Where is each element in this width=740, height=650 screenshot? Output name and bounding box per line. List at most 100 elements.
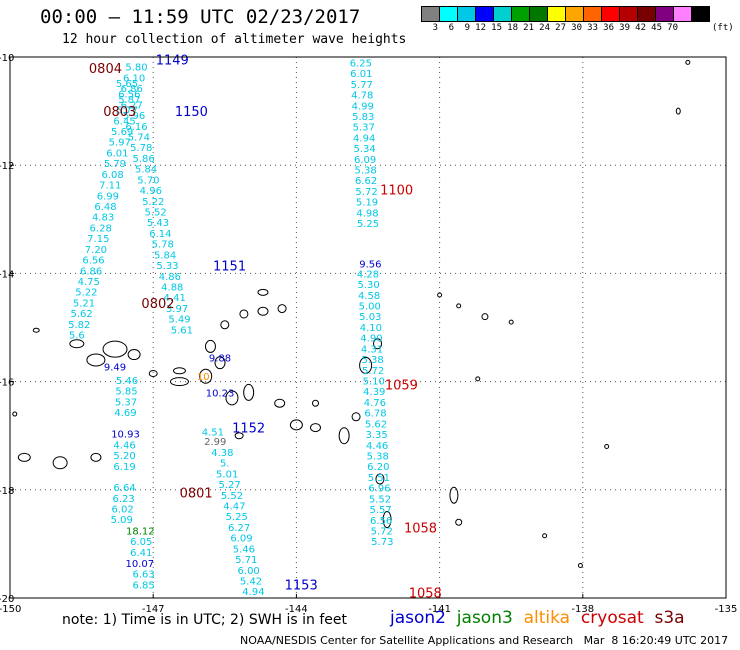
page-subtitle: 12 hour collection of altimeter wave hei… xyxy=(62,32,407,47)
island-outline xyxy=(685,59,691,65)
wave-height-value: 6.08 xyxy=(101,170,123,181)
wave-height-value: 4.94 xyxy=(353,133,375,144)
pass-id-label: 1151 xyxy=(213,259,246,274)
legend-label: 42 xyxy=(635,23,646,33)
legend-label: 33 xyxy=(587,23,598,33)
satellite-legend-jason3: jason3 xyxy=(446,608,513,628)
wave-height-value: 5.49 xyxy=(168,315,190,326)
wave-height-value: 5.10 xyxy=(363,377,385,388)
wave-height-value: 6.20 xyxy=(367,462,389,473)
wave-height-value: 10.23 xyxy=(206,388,235,399)
island-outline xyxy=(456,303,462,309)
wave-height-value: 5.09 xyxy=(111,515,133,526)
pass-id-label: 1150 xyxy=(175,105,208,120)
island-outline xyxy=(220,320,230,330)
satellite-legend-cryosat: cryosat xyxy=(570,608,644,628)
page-title: 00:00 – 11:59 UTC 02/23/2017 xyxy=(40,6,361,28)
wave-height-value: 6.86 xyxy=(80,266,102,277)
color-scale-legend xyxy=(421,6,710,22)
pass-id-label: 1152 xyxy=(232,422,265,437)
wave-height-value: 6.62 xyxy=(355,176,377,187)
wave-height-value: 4.75 xyxy=(78,277,100,288)
legend-label: 39 xyxy=(619,23,630,33)
wave-height-value: 4.46 xyxy=(366,441,388,452)
wave-height-value: 6.09 xyxy=(230,534,252,545)
island-outline xyxy=(17,452,31,462)
island-outline xyxy=(309,423,321,433)
wave-height-value: 4.99 xyxy=(352,101,374,112)
wave-height-value: 5.70 xyxy=(137,175,159,186)
wave-height-value: 9.56 xyxy=(359,260,381,271)
wave-height-value: 6.09 xyxy=(354,155,376,166)
island-outline xyxy=(274,398,286,408)
wave-height-value: 6.16 xyxy=(125,122,147,133)
wave-height-value: 4.41 xyxy=(164,293,186,304)
island-outline xyxy=(257,306,269,316)
wave-height-value: 4.69 xyxy=(114,408,136,419)
wave-height-value: 5.69 xyxy=(111,127,133,138)
wave-height-value: 5.79 xyxy=(104,159,126,170)
wave-height-value: 6.56 xyxy=(370,516,392,527)
island-outline xyxy=(577,563,583,569)
wave-height-value: 5.83 xyxy=(352,112,374,123)
wave-height-value: 5.51 xyxy=(368,473,390,484)
island-outline xyxy=(481,313,489,321)
legend-label: 3 xyxy=(432,23,438,33)
wave-height-value: 5.27 xyxy=(218,480,240,491)
wave-height-value: 6.56 xyxy=(82,256,104,267)
island-outline xyxy=(359,356,373,374)
wave-height-value: 6.78 xyxy=(364,409,386,420)
wave-height-value: 5.21 xyxy=(73,298,95,309)
island-outline xyxy=(204,339,216,353)
pass-id-label: 1149 xyxy=(156,54,189,69)
wave-height-value: 5.62 xyxy=(70,309,92,320)
wave-height-value: 5.57 xyxy=(369,505,391,516)
legend-label: 18 xyxy=(507,23,518,33)
wave-height-value: 6.10 xyxy=(123,73,145,84)
wave-height-value: 5.37 xyxy=(115,397,137,408)
wave-height-value: 5.96 xyxy=(123,111,145,122)
wave-height-value: 5. xyxy=(220,459,230,470)
legend-label: 45 xyxy=(651,23,662,33)
lon-tick-label: -147 xyxy=(142,604,165,615)
legend-label: 15 xyxy=(491,23,502,33)
island-outline xyxy=(289,419,303,431)
lat-tick-label: -18 xyxy=(0,486,14,497)
satellite-legend-altika: altika xyxy=(512,608,571,628)
wave-height-value: 6.02 xyxy=(112,505,134,516)
wave-height-value: 5.77 xyxy=(116,106,138,117)
wave-height-value: 6.27 xyxy=(228,523,250,534)
wave-height-value: 5.34 xyxy=(354,144,376,155)
wave-height-value: 4.96 xyxy=(140,186,162,197)
wave-height-value: 4.58 xyxy=(358,291,380,302)
wave-height-value: 9.49 xyxy=(104,362,126,373)
island-outline xyxy=(437,292,443,298)
island-outline xyxy=(243,383,255,401)
island-outline xyxy=(199,368,213,384)
wave-height-value: 4.86 xyxy=(159,272,181,283)
island-outline xyxy=(382,511,392,529)
lat-tick-label: -14 xyxy=(0,269,14,280)
wave-height-value: 4.10 xyxy=(360,323,382,334)
lon-tick-label: -144 xyxy=(285,604,308,615)
legend-label: 6 xyxy=(448,23,454,33)
wave-height-value: 18.12 xyxy=(126,526,155,537)
pass-id-label: 0803 xyxy=(103,105,136,120)
island-outline xyxy=(277,304,287,314)
wave-height-value: 2.99 xyxy=(204,437,226,448)
island-outline xyxy=(239,309,249,319)
wave-height-value: 5.97 xyxy=(109,138,131,149)
island-outline xyxy=(12,411,18,417)
wave-height-value: 6.27 xyxy=(121,100,143,111)
wave-height-value: 5.52 xyxy=(221,491,243,502)
wave-height-value: 5.74 xyxy=(128,133,150,144)
island-outline xyxy=(86,353,106,367)
wave-height-value: 4.90 xyxy=(360,334,382,345)
wave-height-value: 3.97 xyxy=(166,304,188,315)
wave-height-value: 5.6 xyxy=(69,331,85,342)
wave-height-value: 6.96 xyxy=(368,484,390,495)
wave-height-value: 6.19 xyxy=(113,462,135,473)
pass-id-label: 1153 xyxy=(285,578,318,593)
wave-height-value: 7.15 xyxy=(87,234,109,245)
island-outline xyxy=(225,390,239,406)
